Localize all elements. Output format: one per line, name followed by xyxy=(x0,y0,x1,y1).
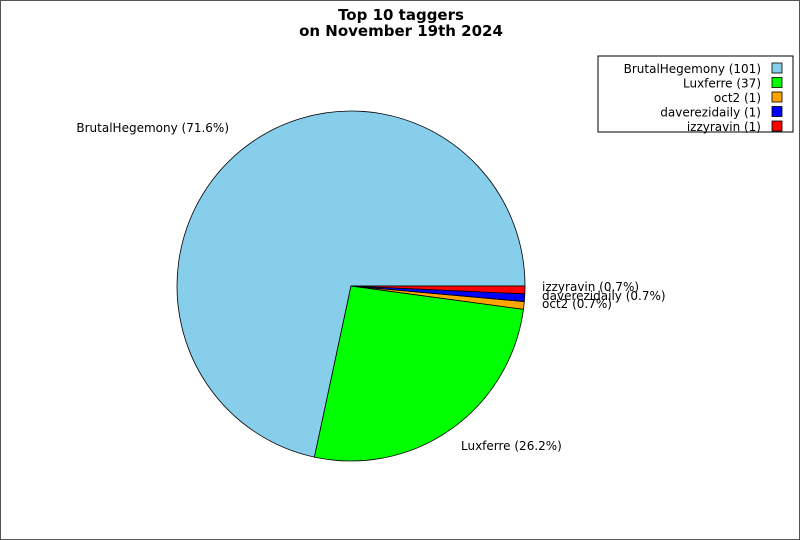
slice-label-luxferre: Luxferre (26.2%) xyxy=(461,439,562,453)
legend-swatch-izzyravin xyxy=(771,120,783,132)
legend-swatch-brutalhegemony xyxy=(771,62,783,74)
pie-slice-luxferre xyxy=(313,285,524,462)
slice-label-brutalhegemony: BrutalHegemony (71.6%) xyxy=(76,121,229,135)
pie-slice-brutalhegemony xyxy=(176,110,526,458)
pie-slice-izzyravin xyxy=(350,285,526,295)
legend-label-daverezidaily: daverezidaily (1) xyxy=(660,106,761,120)
pie-slice-labels: BrutalHegemony (71.6%) Luxferre (26.2%) oc… xyxy=(76,121,665,453)
legend-swatch-luxferre xyxy=(771,77,783,88)
legend-box xyxy=(597,55,794,133)
legend-label-izzyravin: izzyravin (1) xyxy=(687,120,761,134)
legend-swatch-daverezidaily xyxy=(771,106,783,117)
chart-legend: BrutalHegemony (101)Luxferre (37)oct2 (1… xyxy=(597,55,794,134)
slice-label-daverezidaily: daverezidaily (0.7%) xyxy=(542,289,666,303)
legend-swatch-oct2 xyxy=(771,91,783,103)
slice-label-izzyravin: izzyravin (0.7%) xyxy=(542,280,639,294)
slice-label-oct2: oct2 (0.7%) xyxy=(542,297,612,311)
chart-title-line-1: Top 10 taggers xyxy=(338,6,464,24)
legend-label-oct2: oct2 (1) xyxy=(714,91,761,105)
chart-title-line-2: on November 19th 2024 xyxy=(299,22,503,40)
legend-label-brutalhegemony: BrutalHegemony (101) xyxy=(624,62,761,76)
legend-label-luxferre: Luxferre (37) xyxy=(683,77,761,91)
pie-slices xyxy=(176,110,526,462)
